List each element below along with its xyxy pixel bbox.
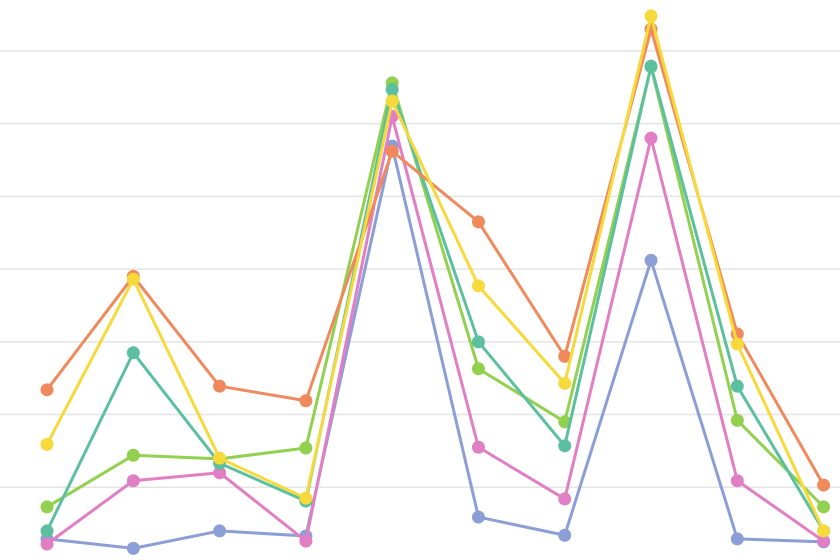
data-point bbox=[299, 491, 313, 505]
data-point bbox=[471, 510, 485, 524]
data-point bbox=[471, 440, 485, 454]
data-point bbox=[730, 474, 744, 488]
data-point bbox=[644, 253, 658, 267]
series-line bbox=[45, 27, 825, 486]
data-point bbox=[213, 379, 227, 393]
data-point bbox=[299, 394, 313, 408]
data-point bbox=[558, 492, 572, 506]
series-line bbox=[46, 65, 825, 509]
data-point bbox=[213, 524, 227, 538]
series-line bbox=[45, 64, 825, 532]
data-point bbox=[40, 537, 54, 551]
data-point bbox=[471, 335, 485, 349]
data-point bbox=[126, 448, 140, 462]
data-point bbox=[817, 500, 831, 514]
data-point bbox=[730, 532, 744, 546]
data-point bbox=[817, 478, 831, 492]
series-line bbox=[45, 14, 825, 532]
data-point bbox=[471, 279, 485, 293]
data-point bbox=[126, 474, 140, 488]
data-point bbox=[644, 131, 658, 145]
data-point bbox=[385, 94, 399, 108]
data-point bbox=[730, 413, 744, 427]
data-point bbox=[644, 59, 658, 73]
data-point bbox=[817, 534, 831, 548]
series-line bbox=[46, 114, 825, 546]
data-point bbox=[40, 500, 54, 514]
data-point bbox=[213, 451, 227, 465]
data-point bbox=[40, 524, 54, 538]
data-point bbox=[40, 383, 54, 397]
series-line bbox=[46, 144, 824, 550]
data-point bbox=[558, 528, 572, 542]
data-point bbox=[126, 272, 140, 286]
data-point bbox=[126, 541, 140, 555]
data-point bbox=[385, 144, 399, 158]
data-point bbox=[126, 346, 140, 360]
data-point bbox=[558, 349, 572, 363]
data-point bbox=[299, 534, 313, 548]
data-point bbox=[471, 215, 485, 229]
data-point bbox=[299, 441, 313, 455]
data-point bbox=[40, 437, 54, 451]
data-point bbox=[558, 376, 572, 390]
data-point bbox=[730, 337, 744, 351]
data-point bbox=[817, 524, 831, 538]
data-point bbox=[730, 379, 744, 393]
data-point bbox=[213, 466, 227, 480]
data-point bbox=[558, 439, 572, 453]
data-point bbox=[471, 362, 485, 376]
data-point bbox=[644, 9, 658, 23]
data-point bbox=[385, 82, 399, 96]
